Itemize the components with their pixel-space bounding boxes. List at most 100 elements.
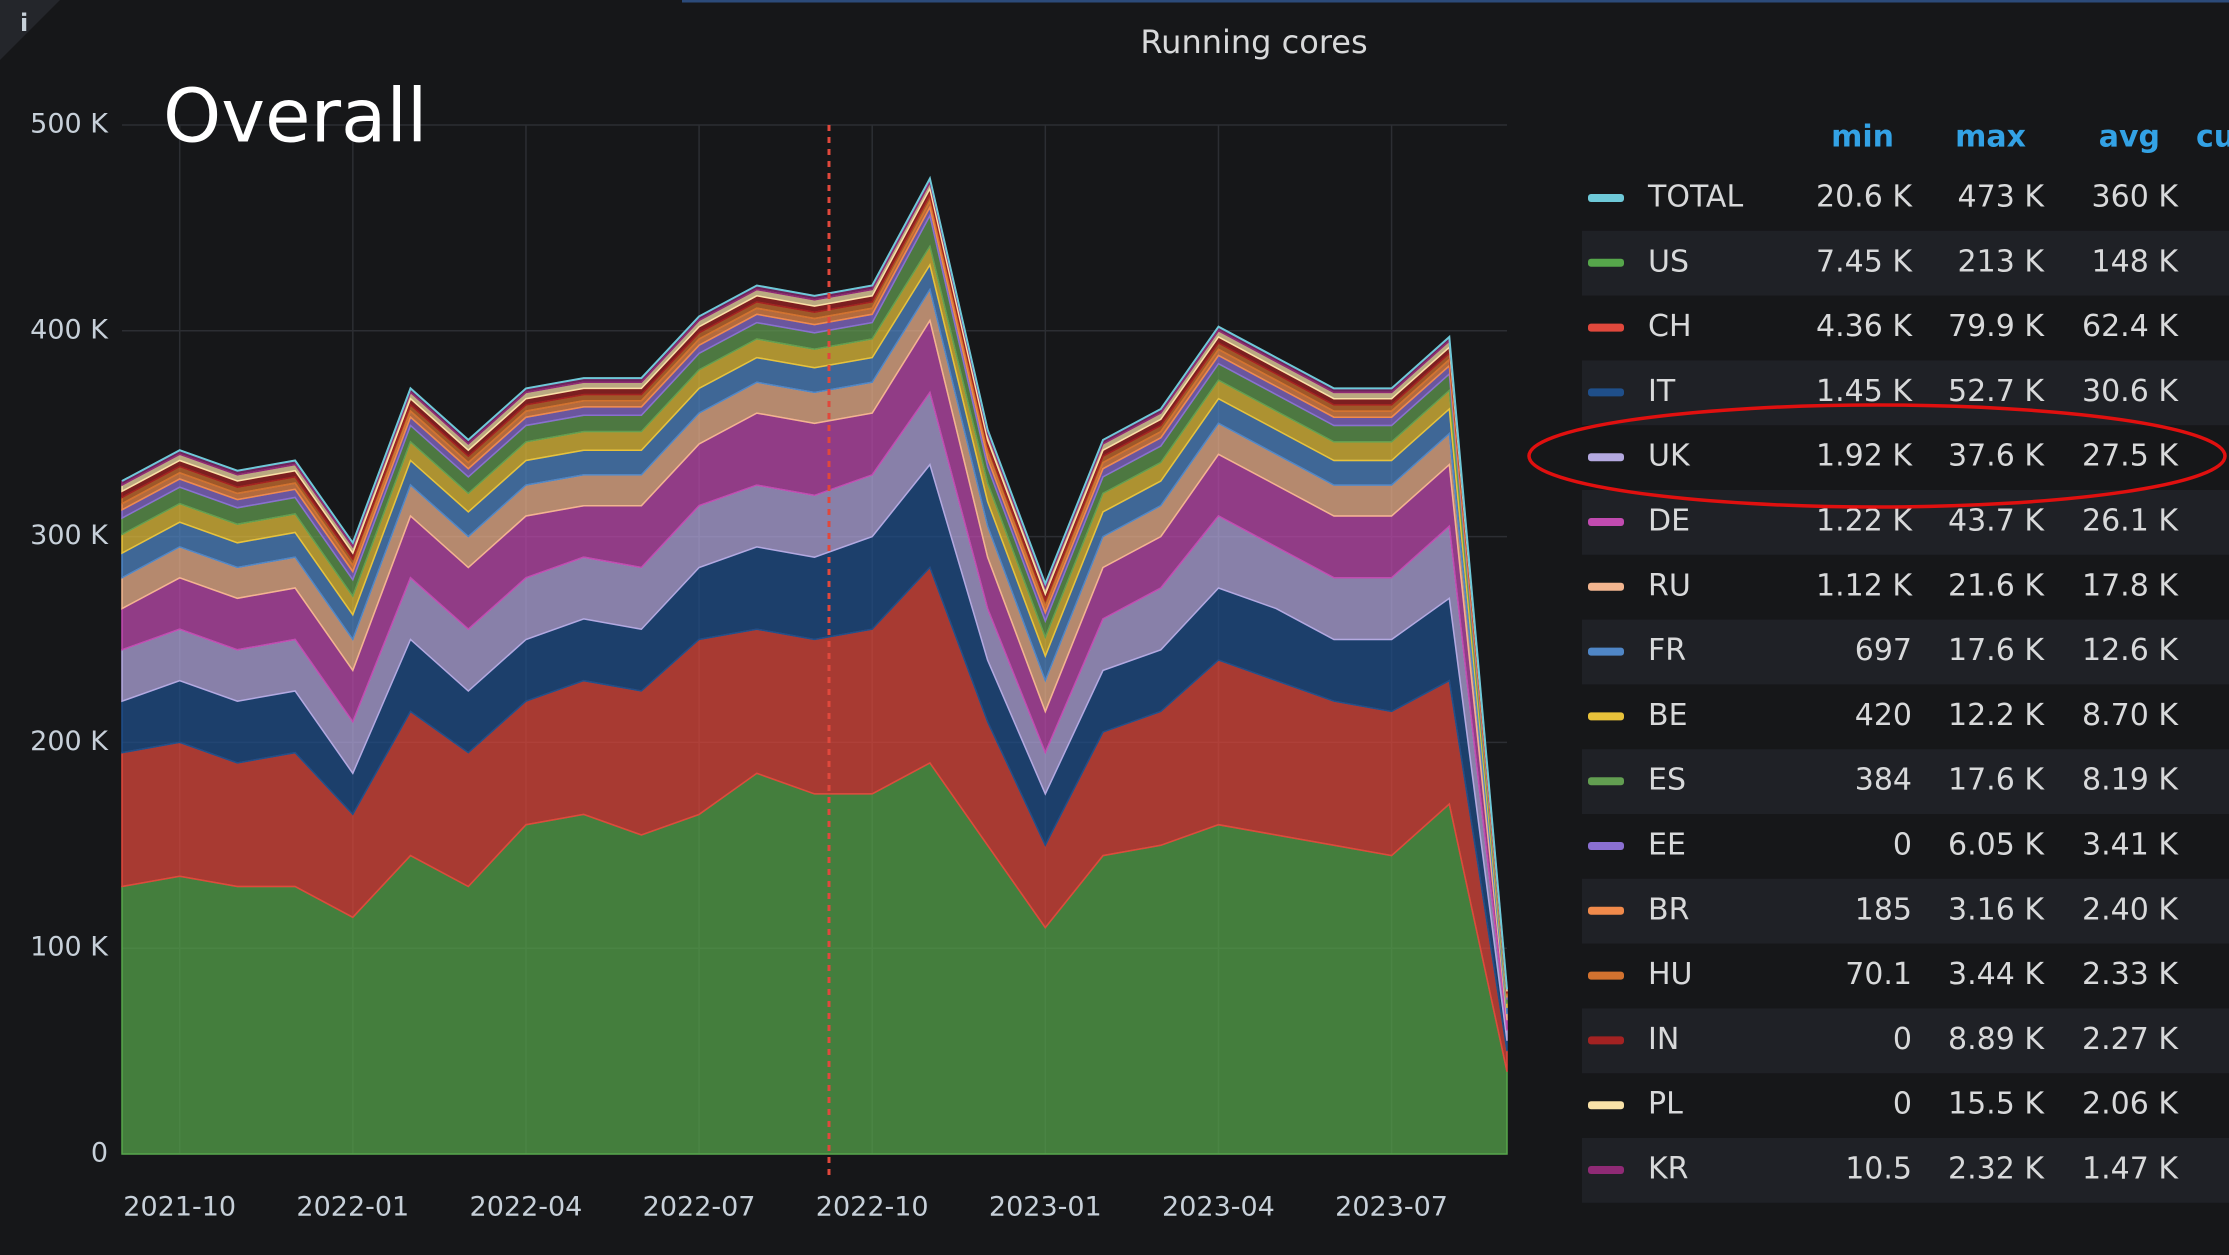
legend-swatch	[1588, 1101, 1624, 1110]
legend-max: 2.32 K	[1948, 1152, 2045, 1187]
legend-name: RU	[1648, 568, 1691, 603]
info-corner	[0, 0, 60, 60]
legend-swatch	[1588, 971, 1624, 980]
legend-avg: 148 K	[2092, 244, 2180, 279]
legend-min: 1.92 K	[1816, 439, 1913, 474]
legend-swatch	[1588, 388, 1624, 397]
legend-swatch	[1588, 1166, 1624, 1174]
legend-swatch	[1588, 518, 1624, 526]
legend-swatch	[1588, 777, 1624, 786]
legend-avg: 2.06 K	[2082, 1087, 2179, 1122]
legend-swatch	[1588, 582, 1624, 591]
legend-avg: 2.40 K	[2082, 892, 2179, 927]
legend-name: HU	[1648, 957, 1693, 992]
legend-header: min	[1831, 120, 1894, 155]
x-tick-label: 2023-04	[1162, 1192, 1275, 1223]
legend-avg: 26.1 K	[2082, 504, 2179, 539]
legend-max: 17.6 K	[1948, 633, 2045, 668]
legend-avg: 12.6 K	[2082, 633, 2179, 668]
legend-name: US	[1648, 244, 1689, 279]
y-tick-label: 100 K	[30, 932, 109, 963]
legend-swatch	[1588, 906, 1624, 915]
legend-min: 420	[1855, 698, 1912, 733]
legend-max: 6.05 K	[1948, 828, 2045, 863]
legend-name: TOTAL	[1647, 180, 1743, 215]
legend-row-bg	[1582, 749, 2229, 814]
overlay-label: Overall	[163, 74, 427, 160]
legend-swatch	[1588, 194, 1624, 202]
legend-max: 12.2 K	[1948, 698, 2045, 733]
x-tick-label: 2022-01	[296, 1192, 409, 1223]
total-line	[121, 175, 1508, 990]
legend-swatch	[1588, 258, 1624, 267]
legend-name: EE	[1648, 828, 1686, 863]
legend-avg: 62.4 K	[2082, 309, 2179, 344]
legend-min: 4.36 K	[1816, 309, 1913, 344]
legend-avg: 3.41 K	[2082, 828, 2179, 863]
legend-max: 52.7 K	[1948, 374, 2045, 409]
legend-min: 10.5	[1845, 1152, 1912, 1187]
legend-header: cu	[2196, 120, 2229, 155]
legend-table: min max avg cu TOTAL 20.6 K 473 K 360 K US 7.45 K…	[1582, 120, 2229, 1203]
legend-max: 37.6 K	[1948, 439, 2045, 474]
legend-max: 79.9 K	[1948, 309, 2045, 344]
legend-avg: 2.33 K	[2082, 957, 2179, 992]
legend-avg: 27.5 K	[2082, 439, 2179, 474]
legend-min: 697	[1855, 633, 1912, 668]
legend-max: 43.7 K	[1948, 504, 2045, 539]
y-tick-label: 200 K	[30, 726, 109, 757]
legend-max: 213 K	[1958, 244, 2046, 279]
x-tick-label: 2022-10	[816, 1192, 929, 1223]
legend-row-bg	[1582, 1008, 2229, 1074]
legend-name: KR	[1648, 1152, 1689, 1187]
info-icon[interactable]: i	[20, 9, 28, 37]
legend-min: 185	[1855, 892, 1912, 927]
legend-swatch	[1588, 323, 1624, 332]
legend-min: 1.45 K	[1816, 374, 1913, 409]
legend-name: IT	[1648, 374, 1676, 409]
x-tick-label: 2022-07	[643, 1192, 756, 1223]
legend-avg: 30.6 K	[2082, 374, 2179, 409]
legend-name: PL	[1648, 1087, 1683, 1122]
legend-max: 21.6 K	[1948, 568, 2045, 603]
legend-min: 70.1	[1845, 957, 1912, 992]
legend-name: UK	[1648, 439, 1691, 474]
legend-max: 15.5 K	[1948, 1087, 2045, 1122]
legend-swatch	[1588, 712, 1624, 721]
highlight-ellipse	[1527, 403, 2227, 509]
legend-row-bg	[1582, 619, 2229, 685]
legend-swatch	[1588, 1036, 1624, 1045]
legend-swatch	[1588, 842, 1624, 850]
panel-title: Running cores	[1140, 23, 1367, 61]
legend-min: 0	[1893, 1022, 1912, 1057]
y-tick-label: 0	[91, 1138, 108, 1169]
x-tick-label: 2022-04	[470, 1192, 583, 1223]
legend-name: FR	[1648, 633, 1686, 668]
legend-max: 473 K	[1958, 180, 2046, 215]
legend-max: 8.89 K	[1948, 1022, 2045, 1057]
y-tick-label: 500 K	[30, 109, 109, 140]
y-tick-label: 300 K	[30, 520, 109, 551]
x-tick-label: 2021-10	[123, 1192, 236, 1223]
legend-name: IN	[1648, 1022, 1679, 1057]
legend-avg: 8.19 K	[2082, 763, 2179, 798]
legend-min: 20.6 K	[1816, 180, 1913, 215]
legend-avg: 8.70 K	[2082, 698, 2179, 733]
legend-max: 3.16 K	[1948, 892, 2045, 927]
legend-avg: 2.27 K	[2082, 1022, 2179, 1057]
legend-max: 3.44 K	[1948, 957, 2045, 992]
legend-name: CH	[1648, 309, 1692, 344]
legend-name: DE	[1648, 504, 1690, 539]
legend-min: 1.12 K	[1816, 568, 1913, 603]
legend-avg: 17.8 K	[2082, 568, 2179, 603]
legend-name: ES	[1648, 763, 1686, 798]
legend-swatch	[1588, 453, 1624, 462]
legend-row-bg	[1582, 878, 2229, 944]
legend-row-bg	[1582, 230, 2229, 296]
x-tick-label: 2023-01	[989, 1192, 1102, 1223]
plot-area: 0 100 K 200 K 300 K 400 K 500 K 2021-10 2022-01…	[30, 109, 1508, 1223]
legend-avg: 360 K	[2092, 180, 2180, 215]
legend-min: 1.22 K	[1816, 504, 1913, 539]
y-tick-label: 400 K	[30, 314, 109, 345]
